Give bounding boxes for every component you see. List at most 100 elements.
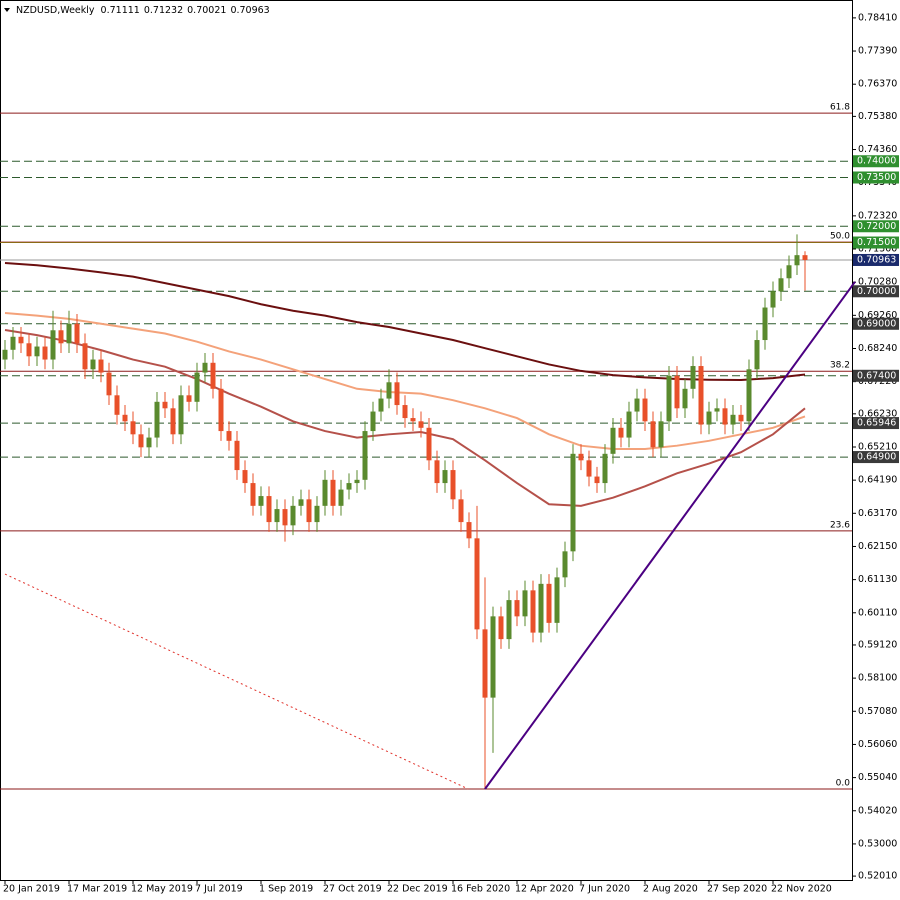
- candle-body: [146, 437, 152, 448]
- candle-body: [650, 421, 656, 448]
- y-tick-label: 0.58100: [858, 673, 897, 684]
- level-box: [853, 171, 899, 184]
- candle-body: [554, 577, 560, 623]
- candle-body: [754, 340, 760, 370]
- y-tick-label: 0.71300: [858, 244, 897, 255]
- candle-body: [610, 427, 616, 454]
- candle-body: [498, 616, 504, 640]
- candle-body: [290, 505, 296, 526]
- y-tick-label: 0.59120: [858, 639, 897, 650]
- candle-body: [90, 359, 96, 370]
- y-tick-label: 0.54020: [858, 805, 897, 816]
- candle-body: [778, 278, 784, 292]
- level-label: 0.69000: [857, 318, 896, 329]
- trendline: [484, 281, 856, 790]
- candle-body: [82, 343, 88, 370]
- y-tick-label: 0.61130: [858, 574, 897, 585]
- last-high: 0.71232: [144, 5, 183, 16]
- level-label: 0.74000: [857, 156, 896, 167]
- y-tick-label: 0.66230: [858, 408, 897, 419]
- candle-body: [698, 366, 704, 425]
- menu-arrow[interactable]: [4, 8, 10, 12]
- y-tick-label: 0.62150: [858, 541, 897, 552]
- candle-body: [58, 330, 64, 344]
- y-tick-label: 0.60110: [858, 607, 897, 618]
- level-box: [853, 317, 899, 330]
- candle-body: [602, 453, 608, 484]
- x-tick-label: 20 Jan 2019: [3, 884, 60, 895]
- x-tick-label: 27 Sep 2020: [707, 884, 767, 895]
- price-label: 0.70963: [857, 254, 896, 265]
- candle-body: [714, 408, 720, 412]
- level-box: [853, 451, 899, 464]
- candle-body: [570, 453, 576, 552]
- candle-body: [18, 336, 24, 344]
- candle-body: [74, 323, 80, 344]
- candle-body: [722, 408, 728, 425]
- level-box: [853, 369, 899, 382]
- x-tick-label: 16 Feb 2020: [451, 884, 510, 895]
- candle-body: [138, 434, 144, 448]
- candle-body: [26, 343, 32, 357]
- y-tick-label: 0.52010: [858, 871, 897, 882]
- candle-body: [202, 362, 208, 373]
- y-tick-label: 0.53000: [858, 838, 897, 849]
- candle-body: [674, 375, 680, 409]
- candle-body: [170, 408, 176, 435]
- y-tick-label: 0.75380: [858, 111, 897, 122]
- candle-body: [306, 499, 312, 523]
- candle-body: [42, 346, 48, 360]
- fib-label: 38.2: [830, 361, 850, 371]
- fib-label: 61.8: [830, 103, 850, 113]
- y-tick-label: 0.56060: [858, 739, 897, 750]
- candle-body: [50, 330, 56, 360]
- candle-body: [330, 479, 336, 506]
- candle-body: [242, 470, 248, 484]
- candle-body: [250, 483, 256, 506]
- candle-body: [626, 411, 632, 438]
- candle-body: [106, 372, 112, 396]
- y-tick-label: 0.72320: [858, 210, 897, 221]
- last-close: 0.70963: [230, 5, 269, 16]
- candle-body: [586, 460, 592, 477]
- candle-body: [154, 401, 160, 438]
- candle-body: [434, 460, 440, 484]
- candle-body: [466, 522, 472, 539]
- candle-body: [258, 496, 264, 506]
- candle-body: [10, 336, 16, 350]
- level-label: 0.71500: [857, 237, 896, 248]
- x-tick-label: 2 Aug 2020: [643, 884, 698, 895]
- candle-body: [370, 411, 376, 432]
- x-tick-label: 12 May 2019: [131, 884, 193, 895]
- x-tick-label: 12 Apr 2020: [515, 884, 574, 895]
- candle-body: [338, 489, 344, 506]
- candle-body: [730, 414, 736, 425]
- candle-body: [162, 401, 168, 409]
- candle-body: [378, 398, 384, 412]
- y-tick-label: 0.55040: [858, 772, 897, 783]
- candle-body: [282, 509, 288, 526]
- candle-body: [354, 479, 360, 484]
- candle-body: [394, 382, 400, 406]
- candle-body: [530, 590, 536, 633]
- y-tick-label: 0.63170: [858, 508, 897, 519]
- candle-body: [746, 369, 752, 422]
- y-tick-label: 0.78410: [858, 12, 897, 23]
- candle-body: [130, 421, 136, 435]
- y-tick-label: 0.64190: [858, 475, 897, 486]
- candle-body: [738, 414, 744, 422]
- y-tick-label: 0.68240: [858, 343, 897, 354]
- candle-body: [234, 440, 240, 471]
- candle-body: [482, 629, 488, 698]
- level-box: [853, 417, 899, 430]
- moving-average: [4, 312, 806, 450]
- moving-average: [4, 261, 806, 382]
- candle-body: [218, 388, 224, 432]
- candle-body: [362, 431, 368, 480]
- y-tick-label: 0.77390: [858, 46, 897, 57]
- candle-body: [682, 388, 688, 409]
- x-tick-label: 27 Oct 2019: [323, 884, 382, 895]
- candle-body: [642, 398, 648, 422]
- level-label: 0.73500: [857, 172, 896, 183]
- trendline: [4, 573, 469, 790]
